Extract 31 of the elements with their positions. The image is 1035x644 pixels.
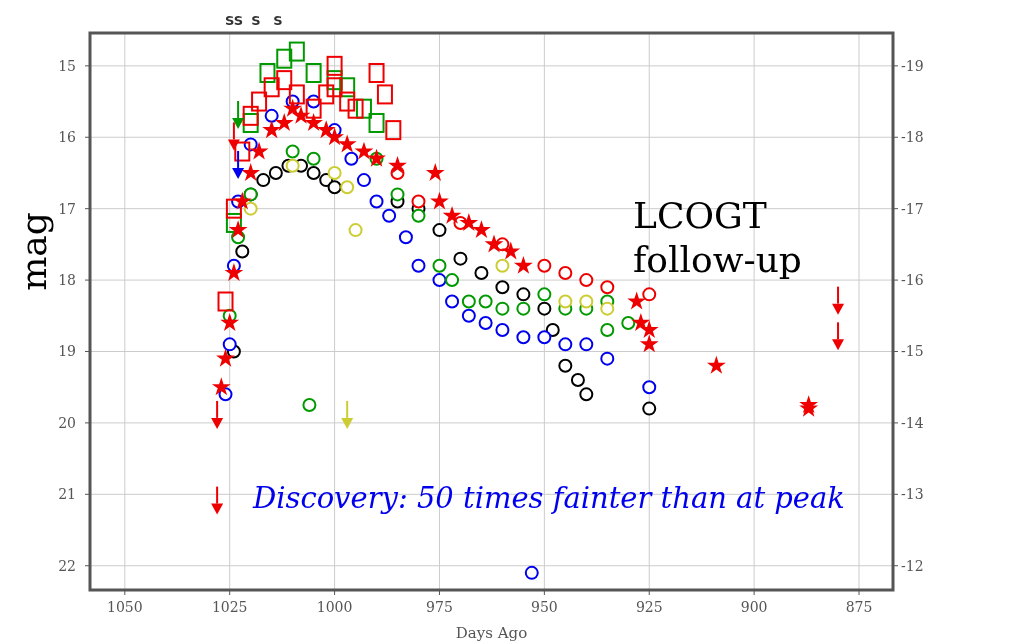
x-tick-label: 1050 [107,599,143,615]
text: S [273,13,283,28]
y2-tick-label: -14 [901,414,924,431]
y2-tick-label: -16 [901,272,924,289]
y-axis-title: mag [13,212,54,291]
annotation: LCOGT follow-up [633,195,802,280]
x-tick-label: 975 [426,599,453,615]
y-tick-label: 17 [58,200,76,217]
y2-tick-label: -12 [901,557,924,574]
x-axis-title: Days Ago [455,624,528,642]
x-tick-label: 1025 [211,599,248,615]
y2-tick-label: -18 [901,129,924,146]
text: SS [224,13,244,28]
x-tick-label: 875 [845,599,873,615]
y-tick-label: 19 [58,343,76,360]
y-tick-label: 16 [58,129,77,146]
y-tick-label: 15 [58,57,76,74]
y2-tick-label: -13 [901,486,924,503]
y-tick-label: 18 [58,272,76,289]
y-tick-label: 20 [58,414,76,431]
y-tick-label: 21 [58,486,76,503]
x-tick-label: 925 [635,599,663,615]
annotation: Discovery: 50 times fainter than at peak [252,481,845,515]
x-tick-label: 950 [530,599,558,615]
y2-tick-label: -15 [901,343,924,360]
x-tick-label: 900 [740,599,768,615]
x-tick-label: 1000 [316,599,353,615]
y2-tick-label: -17 [901,200,924,217]
text: S [251,13,261,28]
y-tick-label: 22 [58,557,76,574]
y2-tick-label: -19 [901,57,924,74]
